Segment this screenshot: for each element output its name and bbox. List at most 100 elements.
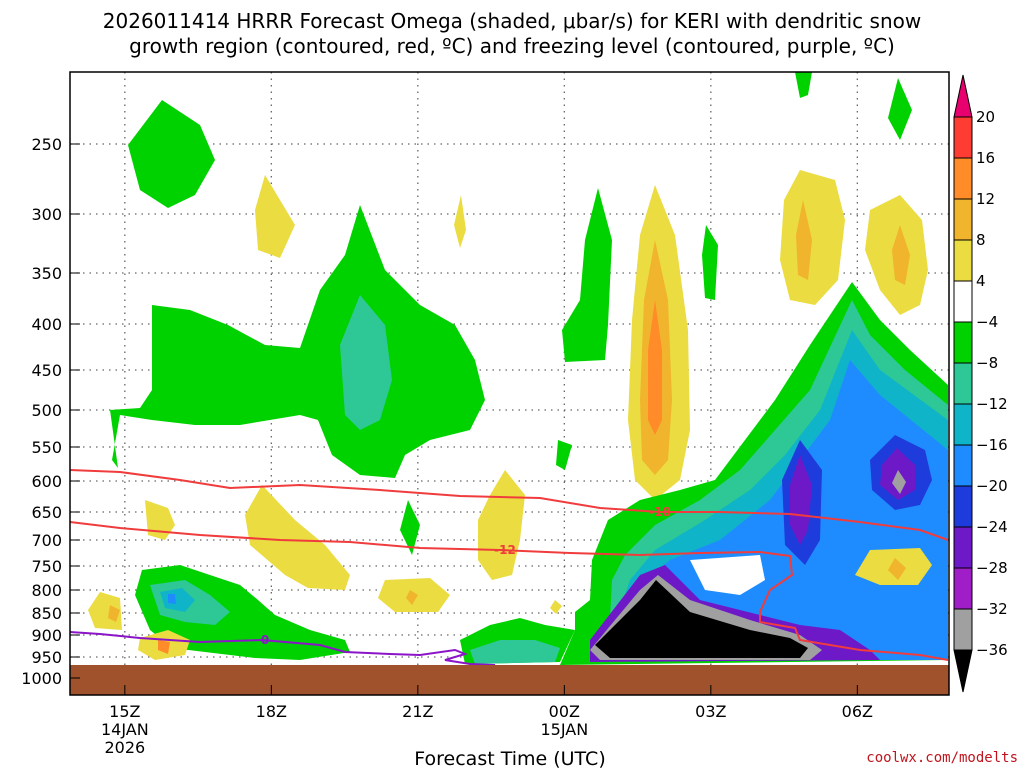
colorbar-label: −20	[976, 477, 1008, 495]
colorbar-box	[953, 239, 973, 282]
colorbar-label: −4	[976, 313, 998, 331]
colorbar-box	[953, 321, 973, 364]
y-tick-label: 1000	[21, 669, 62, 688]
y-tick-label: 350	[31, 264, 62, 283]
colorbar-top-arrow	[953, 74, 973, 118]
y-tick-label: 300	[31, 205, 62, 224]
x-tick-label: 21Z	[402, 702, 433, 721]
y-tick-label: 600	[31, 472, 62, 491]
omega-region	[702, 225, 718, 300]
omega-region	[168, 594, 176, 604]
omega-region	[145, 500, 175, 540]
omega-region	[615, 360, 948, 660]
x-tick-date: 14JAN	[101, 720, 149, 739]
omega-region	[648, 300, 662, 435]
omega-region	[556, 440, 572, 470]
x-tick-label: 18Z	[256, 702, 287, 721]
omega-region	[690, 555, 765, 595]
colorbar-box	[953, 157, 973, 200]
y-tick-label: 500	[31, 401, 62, 420]
x-tick-label: 15Z	[109, 702, 140, 721]
colorbar-label: −28	[976, 559, 1008, 577]
y-tick-label: 650	[31, 503, 62, 522]
omega-region	[790, 455, 812, 545]
colorbar-label: −24	[976, 518, 1008, 536]
omega-region	[454, 195, 466, 248]
x-tick-label: 00Z	[549, 702, 580, 721]
contour-label-0: 0	[261, 633, 269, 647]
omega-region	[340, 295, 392, 430]
x-axis-label: Forecast Time (UTC)	[414, 748, 605, 768]
colorbar-box	[953, 403, 973, 446]
contour-label-m12: -12	[494, 543, 516, 557]
omega-region	[796, 200, 812, 280]
x-tick-year: 2026	[104, 738, 145, 757]
colorbar-box	[953, 444, 973, 487]
omega-region	[892, 470, 906, 494]
omega-region	[108, 605, 120, 622]
colorbar: 20 16 12 8 4 −4 −8 −12 −16 −20 −24 −28 −32 −36	[953, 74, 1008, 693]
y-tick-label: 400	[31, 315, 62, 334]
plot-area: -12 -18 0	[70, 72, 949, 695]
colorbar-box	[953, 608, 973, 651]
y-tick-label: 550	[31, 438, 62, 457]
omega-region	[128, 100, 215, 208]
ground-layer	[70, 665, 949, 695]
y-axis: 250 300 350 400 450 500 550 600 650 700 750 800 850 9…	[21, 135, 80, 688]
omega-region	[255, 175, 295, 258]
chart-title-line2: growth region (contoured, red, ºC) and f…	[129, 34, 895, 58]
colorbar-bottom-arrow	[953, 649, 973, 693]
omega-region	[888, 78, 912, 140]
freezing-level-contour	[70, 631, 496, 666]
dgz-contours	[70, 469, 949, 661]
omega-region	[780, 170, 845, 305]
plot-frame	[69, 71, 950, 696]
omega-region	[888, 558, 906, 580]
y-tick-label: 950	[31, 648, 62, 667]
colorbar-label: −32	[976, 600, 1008, 618]
omega-region	[110, 205, 485, 478]
contour-label-m18: -18	[649, 505, 671, 519]
colorbar-box	[953, 198, 973, 241]
dgz-contour-m18	[70, 469, 949, 541]
omega-region	[892, 225, 910, 285]
y-tick-label: 800	[31, 581, 62, 600]
omega-region	[478, 470, 525, 580]
omega-region	[470, 640, 560, 664]
y-tick-label: 750	[31, 557, 62, 576]
x-tick-label: 06Z	[842, 702, 873, 721]
x-tick-date: 15JAN	[540, 720, 588, 739]
omega-region	[158, 640, 170, 654]
omega-region	[550, 600, 562, 614]
x-tick-label: 03Z	[695, 702, 726, 721]
colorbar-label: 8	[976, 231, 986, 249]
y-tick-label: 900	[31, 626, 62, 645]
colorbar-box	[953, 567, 973, 610]
colorbar-label: 20	[976, 108, 995, 126]
colorbar-label: −8	[976, 354, 998, 372]
colorbar-label: −16	[976, 436, 1008, 454]
omega-region	[406, 590, 418, 605]
colorbar-box	[953, 280, 973, 323]
colorbar-label: 4	[976, 272, 986, 290]
omega-region	[400, 500, 420, 555]
omega-region	[245, 485, 350, 590]
colorbar-label: −12	[976, 395, 1008, 413]
y-tick-label: 850	[31, 604, 62, 623]
colorbar-box	[953, 116, 973, 159]
colorbar-label: −36	[976, 641, 1008, 659]
credit-text: coolwx.com/modelts	[866, 750, 1018, 766]
omega-region	[595, 580, 808, 658]
omega-region	[562, 188, 612, 362]
y-tick-label: 700	[31, 531, 62, 550]
y-tick-label: 250	[31, 135, 62, 154]
dgz-contour-m12	[70, 521, 949, 661]
colorbar-box	[953, 485, 973, 528]
chart-title-line1: 2026011414 HRRR Forecast Omega (shaded, …	[103, 9, 921, 33]
y-tick-label: 450	[31, 361, 62, 380]
omega-region	[795, 72, 812, 98]
colorbar-box	[953, 526, 973, 569]
colorbar-label: 12	[976, 190, 995, 208]
